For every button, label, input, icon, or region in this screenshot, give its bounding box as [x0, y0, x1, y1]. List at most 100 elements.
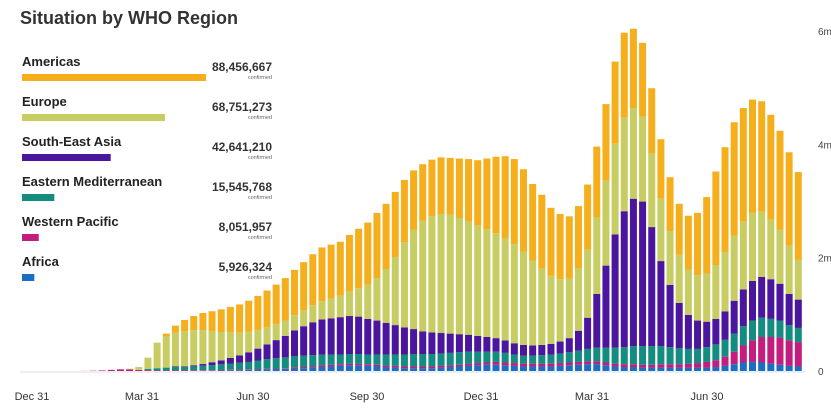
bar-western-pacific	[574, 361, 582, 365]
bar-africa	[281, 368, 289, 371]
bar-europe	[355, 288, 363, 317]
bar-western-pacific	[272, 368, 280, 370]
bar-eastern-mediterranean	[336, 354, 344, 365]
bar-western-pacific	[245, 369, 253, 370]
bar-eastern-mediterranean	[181, 367, 189, 371]
bar-africa	[794, 366, 802, 371]
bar-south-east-asia	[474, 335, 482, 352]
bar-eastern-mediterranean	[730, 333, 738, 352]
bar-africa	[318, 367, 326, 371]
bar-africa	[602, 365, 610, 371]
bar-eastern-mediterranean	[428, 354, 436, 367]
bar-europe	[758, 211, 766, 277]
bar-americas	[675, 203, 683, 255]
bar-south-east-asia	[565, 338, 573, 353]
bar-americas	[400, 180, 408, 243]
bar-south-east-asia	[309, 322, 317, 356]
bar-americas	[410, 170, 418, 230]
bar-western-pacific	[217, 369, 225, 371]
x-tick-label: Mar 31	[125, 391, 159, 403]
bar-americas	[794, 172, 802, 260]
bar-south-east-asia	[190, 365, 198, 367]
bar-south-east-asia	[318, 319, 326, 355]
bar-europe	[327, 298, 335, 319]
bar-eastern-mediterranean	[758, 317, 766, 337]
bar-western-pacific	[730, 351, 738, 365]
bar-south-east-asia	[749, 280, 756, 321]
bar-europe	[620, 117, 628, 212]
bar-europe	[236, 332, 244, 356]
bar-americas	[345, 235, 353, 292]
bar-europe	[263, 327, 271, 345]
bar-europe	[510, 244, 518, 344]
bar-americas	[318, 247, 326, 302]
bar-western-pacific	[300, 367, 308, 369]
bar-americas	[419, 164, 427, 221]
bar-americas	[767, 114, 775, 220]
bar-americas	[657, 139, 665, 199]
bar-africa	[629, 367, 637, 371]
bar-south-east-asia	[648, 227, 656, 347]
bar-western-pacific	[520, 363, 527, 367]
bar-americas	[785, 152, 793, 246]
bar-south-east-asia	[611, 234, 619, 348]
bar-africa	[483, 364, 491, 371]
bar-americas	[208, 311, 216, 332]
bar-europe	[776, 229, 784, 284]
region-name-south-east-asia: South-East Asia	[22, 134, 122, 149]
bar-south-east-asia	[584, 317, 592, 349]
bar-south-east-asia	[629, 198, 637, 347]
bar-africa	[492, 364, 500, 371]
bar-western-pacific	[446, 365, 454, 368]
bar-western-pacific	[629, 364, 637, 368]
region-value-western-pacific: 8,051,957	[219, 220, 273, 234]
bar-south-east-asia	[291, 330, 298, 356]
bar-americas	[236, 304, 244, 333]
bar-europe	[144, 357, 152, 370]
bar-eastern-mediterranean	[208, 365, 216, 371]
bar-europe	[712, 265, 720, 319]
bar-eastern-mediterranean	[364, 354, 372, 365]
bar-south-east-asia	[410, 329, 418, 354]
bar-europe	[382, 269, 390, 323]
bar-south-east-asia	[758, 276, 766, 318]
bar-americas	[336, 241, 344, 296]
bar-western-pacific	[419, 366, 427, 369]
bar-africa	[657, 367, 665, 371]
bar-europe	[171, 332, 179, 367]
bar-south-east-asia	[520, 344, 527, 356]
bar-south-east-asia	[208, 362, 216, 366]
bar-americas	[547, 207, 555, 276]
bar-africa	[785, 365, 793, 371]
bar-africa	[510, 365, 518, 371]
bar-western-pacific	[391, 365, 399, 368]
bar-eastern-mediterranean	[263, 359, 271, 369]
bar-eastern-mediterranean	[749, 320, 756, 341]
bar-africa	[254, 369, 262, 371]
bar-south-east-asia	[556, 341, 564, 354]
bar-western-pacific	[263, 368, 271, 370]
region-value-americas: 88,456,667	[212, 60, 272, 74]
bar-africa	[419, 368, 427, 371]
region-confirmed-label: confirmed	[248, 155, 272, 161]
bar-americas	[217, 309, 225, 333]
bar-europe	[749, 212, 756, 281]
bar-south-east-asia	[419, 331, 427, 354]
bar-western-pacific	[593, 361, 601, 365]
bar-south-east-asia	[620, 211, 628, 348]
bar-europe	[281, 320, 289, 336]
bar-western-pacific	[116, 369, 124, 371]
bar-western-pacific	[501, 362, 509, 366]
bar-eastern-mediterranean	[272, 358, 280, 369]
bar-eastern-mediterranean	[236, 362, 244, 370]
bar-americas	[703, 197, 711, 274]
bar-eastern-mediterranean	[199, 365, 207, 371]
bar-africa	[355, 365, 363, 371]
bar-europe	[675, 254, 683, 303]
bar-western-pacific	[758, 337, 766, 363]
bar-south-east-asia	[593, 293, 601, 348]
bar-americas	[364, 222, 372, 285]
region-value-africa: 5,926,324	[219, 260, 273, 274]
bar-south-east-asia	[794, 299, 802, 328]
